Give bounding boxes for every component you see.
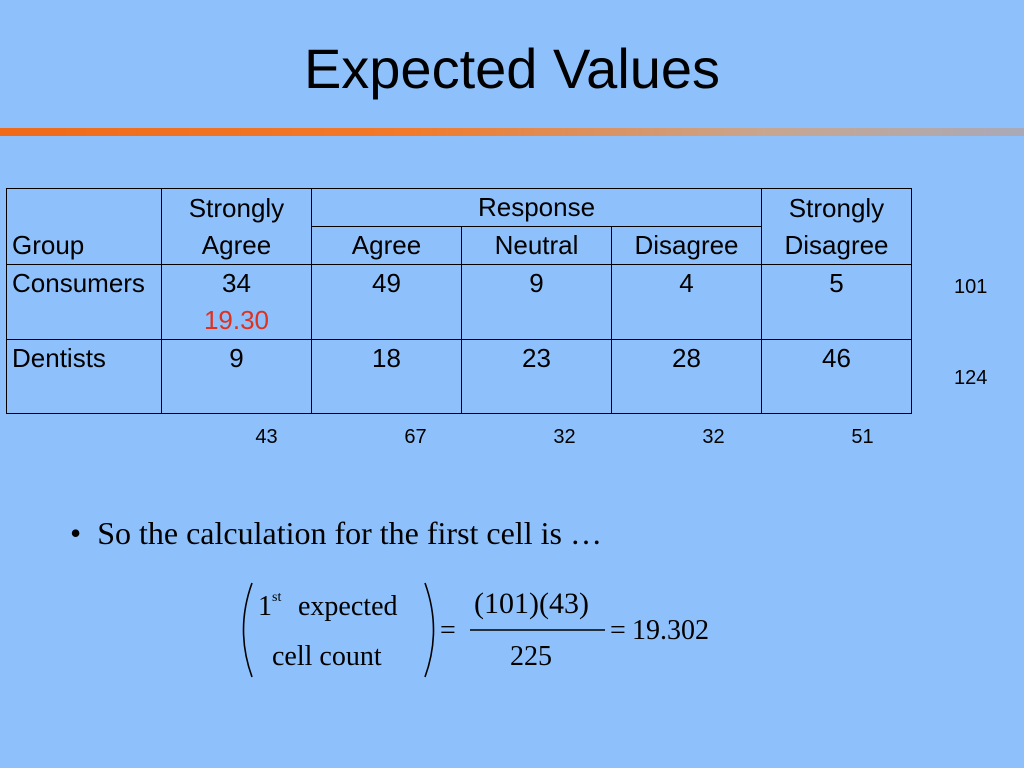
column-total: 67 bbox=[404, 426, 427, 448]
table-row-consumers: Consumers 34 19.30 49 9 4 5 bbox=[6, 264, 912, 340]
cell: 18 bbox=[311, 339, 462, 414]
bullet-marker: • bbox=[70, 515, 82, 551]
cell: 5 bbox=[761, 264, 912, 340]
result-value: 19.302 bbox=[632, 615, 709, 646]
lhs-number: 1st bbox=[258, 589, 282, 622]
table-header-row-1: Group Strongly Agree Response Strongly D… bbox=[6, 188, 912, 265]
cell: 9 bbox=[461, 264, 612, 340]
row-label-consumers: Consumers bbox=[6, 264, 162, 340]
left-paren-icon bbox=[242, 582, 253, 678]
table-row-dentists: Dentists 9 18 23 28 46 bbox=[6, 339, 912, 414]
lhs-word-cell-count: cell count bbox=[272, 641, 382, 672]
expected-value-formula: 1st expected cell count = (101)(43) 225 … bbox=[230, 575, 750, 685]
column-total: 43 bbox=[255, 426, 278, 448]
expected-value: 19.30 bbox=[203, 305, 270, 335]
right-paren-icon bbox=[424, 582, 435, 678]
row-label-dentists: Dentists bbox=[6, 339, 162, 414]
contingency-table: Group Strongly Agree Response Strongly D… bbox=[6, 188, 912, 414]
title-divider bbox=[0, 128, 1024, 136]
cell: 46 bbox=[761, 339, 912, 414]
header-strongly-disagree: Strongly Disagree bbox=[761, 188, 912, 265]
equals-sign: = bbox=[440, 615, 456, 646]
cell: 34 19.30 bbox=[161, 264, 312, 340]
table-header-row-2: Agree Neutral Disagree bbox=[7, 226, 912, 265]
numerator: (101)(43) bbox=[474, 587, 589, 620]
formula-graphics bbox=[242, 582, 605, 678]
equals-sign: = bbox=[610, 615, 626, 646]
row-total: 124 bbox=[954, 367, 988, 389]
slide-title: Expected Values bbox=[303, 37, 721, 100]
denominator: 225 bbox=[510, 641, 552, 672]
cell: 4 bbox=[611, 264, 762, 340]
header-neutral: Neutral bbox=[461, 226, 612, 265]
lhs-word-expected: expected bbox=[298, 591, 398, 622]
bullet-text: So the calculation for the first cell is… bbox=[97, 515, 602, 551]
header-strongly-agree: Strongly Agree bbox=[161, 188, 312, 265]
bullet-point: • So the calculation for the first cell … bbox=[70, 515, 602, 552]
column-total: 32 bbox=[702, 426, 725, 448]
header-group: Group bbox=[6, 188, 162, 265]
header-disagree: Disagree bbox=[611, 226, 762, 265]
cell: 49 bbox=[311, 264, 462, 340]
cell: 28 bbox=[611, 339, 762, 414]
cell: 23 bbox=[461, 339, 612, 414]
column-total: 32 bbox=[553, 426, 576, 448]
column-total: 51 bbox=[851, 426, 874, 448]
cell: 9 bbox=[161, 339, 312, 414]
row-total: 101 bbox=[954, 276, 988, 298]
header-agree: Agree bbox=[311, 226, 462, 265]
header-response: Response bbox=[311, 188, 762, 227]
